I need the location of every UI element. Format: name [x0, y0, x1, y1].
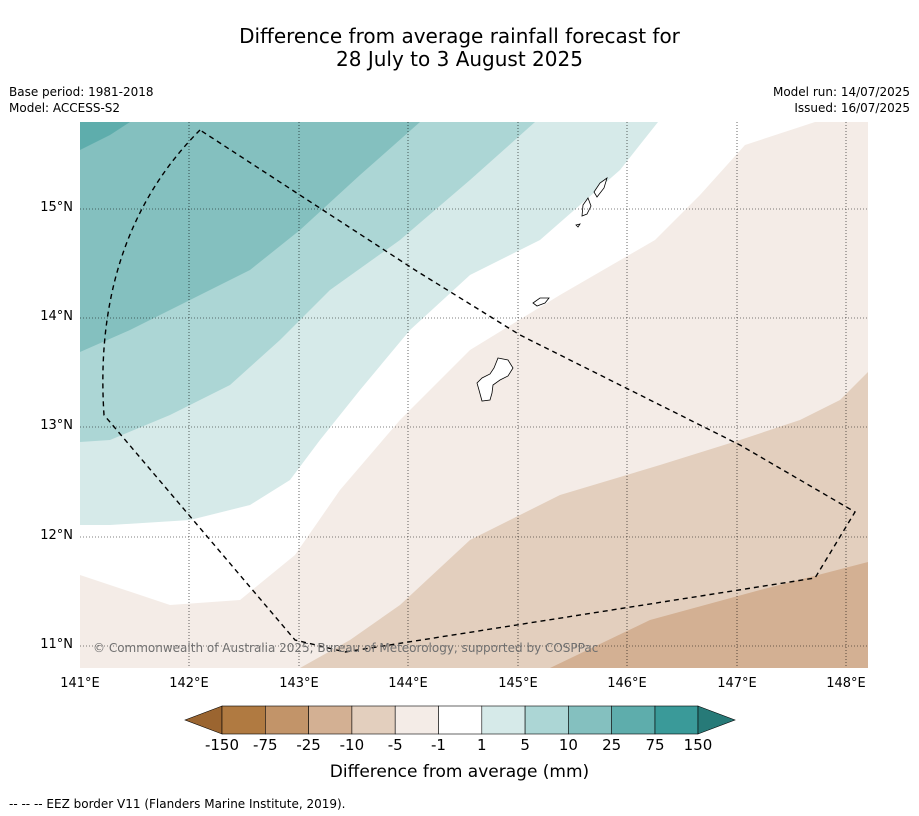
colorbar-label: 10 [558, 736, 578, 754]
model-run-text: Model run: 14/07/2025 [772, 85, 910, 99]
colorbar-label: 25 [602, 736, 622, 754]
colorbar-swatch-5 [394, 705, 439, 735]
island-saipan [593, 176, 608, 198]
colorbar-low-extend [184, 705, 223, 735]
colorbar [184, 705, 736, 735]
colorbar-swatch-6 [438, 705, 483, 735]
colorbar-label: 150 [683, 736, 713, 754]
colorbar-high-extend [697, 705, 736, 735]
colorbar-label: -25 [296, 736, 321, 754]
lon-label-146e: 146°E [607, 676, 647, 691]
lon-label-148e: 148°E [826, 676, 866, 691]
issued-text: Issued: 16/07/2025 [794, 101, 910, 115]
lon-label-142e: 142°E [169, 676, 209, 691]
lon-label-141e: 141°E [60, 676, 100, 691]
lon-label-143e: 143°E [279, 676, 319, 691]
colorbar-swatch-4 [351, 705, 396, 735]
colorbar-label: 75 [645, 736, 665, 754]
colorbar-swatch-10 [611, 705, 656, 735]
lat-label-14n: 14°N [40, 309, 73, 324]
lon-label-147e: 147°E [717, 676, 757, 691]
map-gridlines [80, 122, 868, 668]
lat-label-12n: 12°N [40, 528, 73, 543]
lon-label-145e: 145°E [498, 676, 538, 691]
colorbar-swatch-1 [221, 705, 266, 735]
colorbar-swatch-9 [568, 705, 613, 735]
colorbar-swatch-3 [308, 705, 353, 735]
colorbar-label: 5 [520, 736, 530, 754]
colorbar-label: -1 [431, 736, 446, 754]
eez-border [102, 129, 856, 653]
colorbar-label: -5 [387, 736, 403, 754]
contour-plus10 [80, 122, 420, 352]
chart-title-line2: 28 July to 3 August 2025 [336, 47, 583, 71]
lon-label-144e: 144°E [388, 676, 428, 691]
meta-left: Base period: 1981-2018 Model: ACCESS-S2 [9, 84, 154, 116]
lat-label-11n: 11°N [40, 637, 73, 652]
colorbar-swatch-11 [654, 705, 699, 735]
island-rota [532, 297, 550, 307]
chart-title-line1: Difference from average rainfall forecas… [239, 24, 680, 48]
island-tinian [581, 197, 592, 217]
base-period-text: Base period: 1981-2018 [9, 85, 154, 99]
colorbar-label: 1 [477, 736, 487, 754]
colorbar-swatch-2 [264, 705, 309, 735]
island-aguijan [575, 223, 581, 228]
contour-plus25 [80, 122, 130, 150]
model-text: Model: ACCESS-S2 [9, 101, 121, 115]
eez-footnote: -- -- -- EEZ border V11 (Flanders Marine… [9, 797, 346, 811]
copyright-notice: © Commonwealth of Australia 2025, Bureau… [93, 641, 599, 655]
colorbar-swatch-7 [481, 705, 526, 735]
lat-label-13n: 13°N [40, 418, 73, 433]
contour-fields [80, 122, 868, 668]
meta-right: Model run: 14/07/2025 Issued: 16/07/2025 [773, 84, 910, 116]
contour-minus1 [300, 372, 868, 668]
colorbar-title: Difference from average (mm) [329, 762, 590, 782]
colorbar-swatch-8 [524, 705, 569, 735]
contour-minus5 [550, 562, 868, 668]
island-guam [476, 357, 514, 402]
colorbar-label: -150 [204, 736, 240, 754]
lat-label-15n: 15°N [40, 200, 73, 215]
colorbar-label: -75 [253, 736, 278, 754]
colorbar-label: -10 [339, 736, 365, 754]
